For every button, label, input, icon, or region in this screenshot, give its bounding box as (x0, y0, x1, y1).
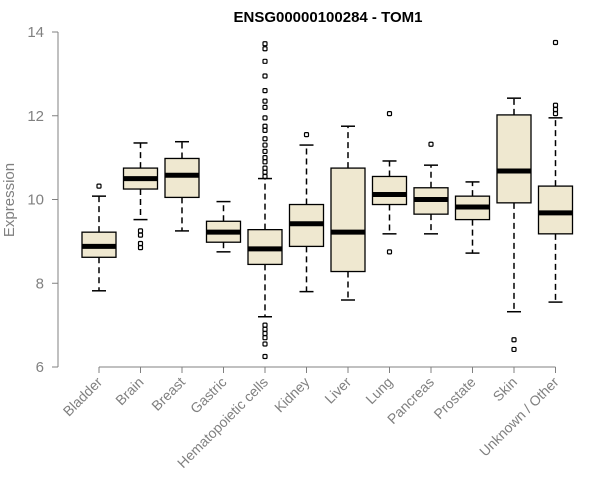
y-axis: 6 8 10 12 14 (27, 24, 59, 376)
outlier-point (552, 111, 559, 117)
outlier-point (262, 58, 268, 64)
outlier-point (262, 41, 268, 47)
outlier-point (96, 183, 102, 189)
outlier-point (511, 346, 517, 353)
x-tick-label: Kidney (271, 374, 313, 416)
box-gastric (205, 200, 242, 253)
box-pancreas (413, 141, 449, 235)
outlier-point (262, 353, 268, 360)
outlier-point (137, 245, 144, 251)
outlier-point (262, 341, 268, 347)
outlier-point (428, 141, 434, 147)
outlier-point (511, 337, 517, 343)
outlier-point (262, 155, 268, 161)
iqr-box (496, 114, 532, 204)
outlier-point (262, 159, 268, 165)
y-axis-label: Expression (1, 163, 18, 237)
outlier-point (137, 240, 144, 247)
outlier-point (262, 326, 268, 332)
iqr-box (330, 167, 366, 273)
outlier-point (303, 131, 310, 138)
outlier-point (552, 106, 559, 113)
outlier-point (386, 111, 393, 117)
box-breast (164, 140, 200, 232)
outlier-point (262, 148, 268, 154)
outlier-point (262, 136, 268, 142)
box-lung (371, 111, 408, 255)
box-liver (330, 125, 366, 301)
outlier-point (262, 169, 268, 175)
outlier-point (137, 232, 144, 238)
outlier-point (262, 127, 268, 134)
box-prostate (454, 181, 491, 254)
outlier-point (262, 173, 268, 180)
outlier-point (262, 115, 268, 121)
box-brain (122, 142, 159, 251)
box-bladder (81, 183, 117, 292)
box-series (81, 39, 574, 360)
x-tick-label: Lung (362, 374, 395, 407)
outlier-point (262, 322, 268, 328)
outlier-point (262, 98, 268, 104)
outlier-point (262, 165, 268, 171)
x-tick-label: Liver (321, 374, 354, 407)
x-tick-label: Brain (112, 374, 146, 408)
x-tick-label: Breast (148, 374, 188, 414)
box-hematopoietic-cells (247, 41, 283, 360)
outlier-point (552, 102, 559, 108)
y-tick-label: 10 (27, 192, 44, 209)
x-tick-label: Prostate (430, 374, 478, 422)
outlier-point (137, 228, 144, 234)
outlier-point (262, 46, 268, 52)
outlier-point (262, 330, 268, 337)
iqr-box (164, 157, 200, 199)
y-tick-label: 12 (27, 108, 44, 125)
y-tick-label: 6 (36, 359, 44, 376)
iqr-box (371, 175, 408, 206)
outlier-point (262, 104, 268, 110)
iqr-box (537, 185, 574, 235)
outlier-point (262, 142, 268, 148)
y-tick-label: 14 (27, 24, 44, 41)
outlier-point (262, 123, 268, 129)
box-kidney (288, 131, 325, 293)
chart-title: ENSG00000100284 - TOM1 (233, 9, 422, 26)
outlier-point (262, 335, 268, 341)
outlier-point (386, 249, 393, 255)
x-tick-label: Skin (490, 374, 521, 405)
x-tick-label: Bladder (60, 374, 106, 420)
box-skin (496, 97, 532, 353)
outlier-point (552, 39, 559, 46)
box-unknown-other (537, 39, 574, 303)
outlier-point (262, 73, 268, 79)
outlier-point (262, 88, 268, 94)
x-tick-label: Unknown / Other (476, 374, 562, 460)
y-tick-label: 8 (36, 275, 44, 292)
